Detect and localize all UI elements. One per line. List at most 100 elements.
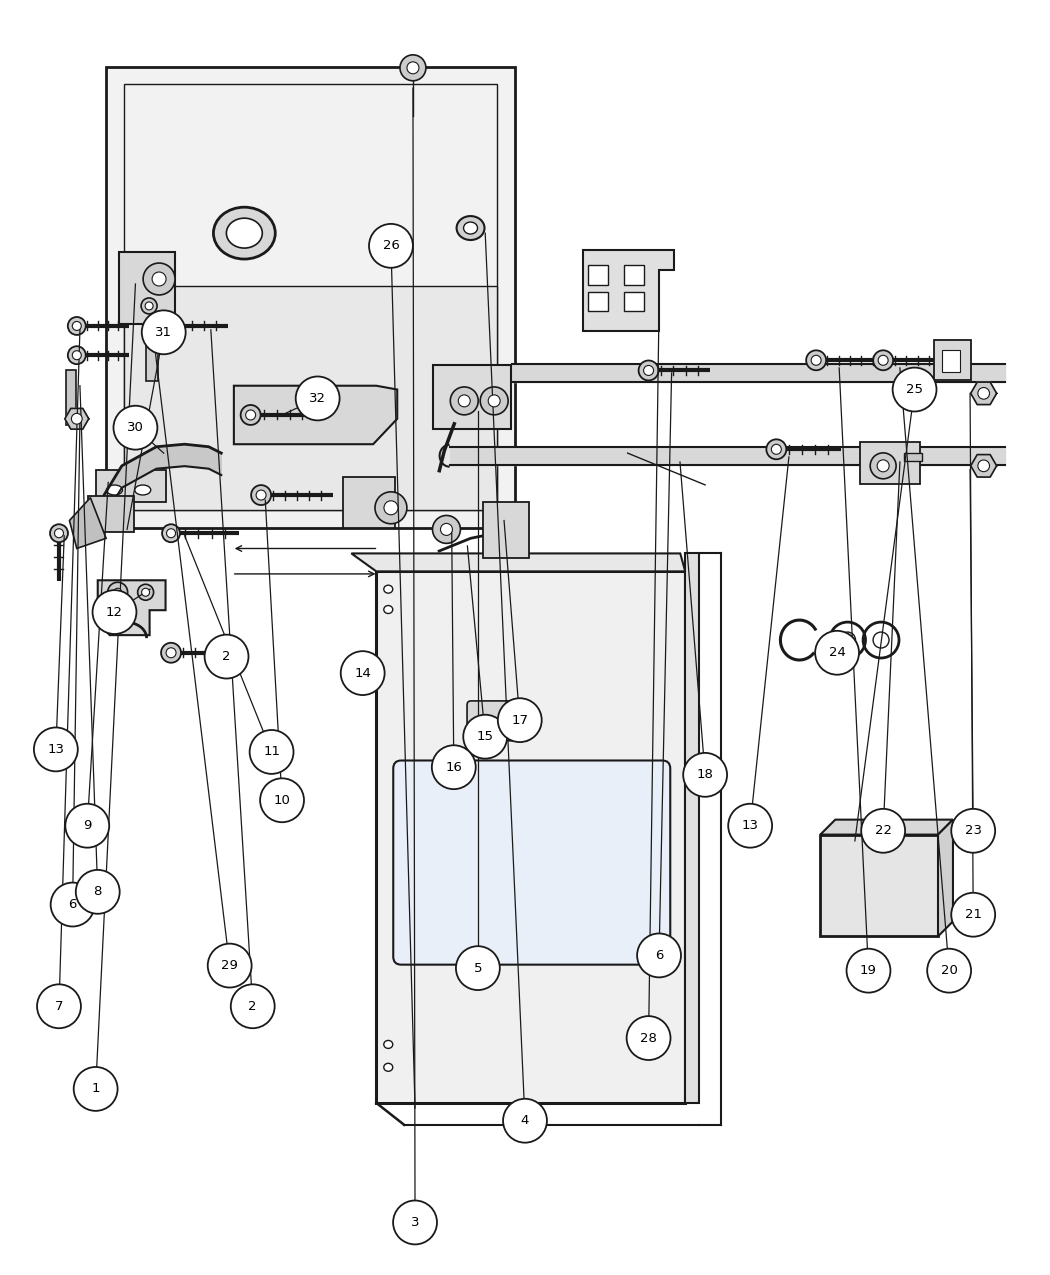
Ellipse shape [167,529,175,538]
Ellipse shape [638,361,658,380]
Circle shape [375,492,407,524]
Text: 1: 1 [91,1082,100,1095]
Text: 12: 12 [106,606,123,618]
Ellipse shape [166,648,176,658]
Text: 8: 8 [93,885,102,899]
Circle shape [71,413,82,425]
Circle shape [231,984,275,1028]
Circle shape [260,778,304,822]
Circle shape [951,892,995,937]
Text: 17: 17 [511,714,528,727]
Ellipse shape [227,218,262,249]
Ellipse shape [246,411,255,419]
Text: 9: 9 [83,820,91,833]
FancyBboxPatch shape [120,252,175,324]
Bar [942,351,960,372]
Bar [904,453,922,462]
Circle shape [432,746,476,789]
Circle shape [637,933,681,978]
Circle shape [627,1016,671,1060]
Circle shape [37,984,81,1028]
Circle shape [65,803,109,848]
Polygon shape [970,455,996,477]
Bar [625,292,645,311]
Text: 29: 29 [222,959,238,972]
Ellipse shape [383,585,393,593]
Text: 3: 3 [411,1216,419,1229]
Circle shape [498,699,542,742]
Ellipse shape [134,484,151,495]
Circle shape [450,386,478,414]
Circle shape [456,946,500,991]
Circle shape [488,395,500,407]
FancyBboxPatch shape [860,442,920,484]
Circle shape [138,584,153,601]
Text: 19: 19 [860,964,877,977]
Ellipse shape [55,529,63,538]
Text: 30: 30 [127,421,144,435]
Polygon shape [938,820,953,936]
Ellipse shape [68,347,86,365]
Bar [376,571,686,1103]
Circle shape [815,631,859,674]
Circle shape [393,1201,437,1244]
Circle shape [458,395,470,407]
Text: 4: 4 [521,1114,529,1127]
Circle shape [92,590,136,634]
Bar [588,292,608,311]
Ellipse shape [240,405,260,425]
Ellipse shape [251,484,271,505]
Circle shape [463,715,507,759]
Ellipse shape [463,222,478,235]
Ellipse shape [146,316,166,335]
Polygon shape [583,250,674,332]
Text: 6: 6 [68,898,77,912]
Circle shape [861,808,905,853]
Bar [66,371,77,426]
Circle shape [152,272,166,286]
Text: 13: 13 [47,743,64,756]
Circle shape [205,635,249,678]
Circle shape [145,302,153,310]
Ellipse shape [772,444,781,454]
FancyBboxPatch shape [933,340,971,380]
Bar [146,326,158,381]
Text: 18: 18 [697,769,714,782]
Circle shape [352,655,380,683]
Polygon shape [69,497,106,548]
Text: 21: 21 [965,908,982,922]
Circle shape [951,808,995,853]
Ellipse shape [383,1063,393,1071]
FancyBboxPatch shape [343,477,395,528]
Circle shape [250,731,294,774]
Ellipse shape [213,208,275,259]
Ellipse shape [162,524,180,542]
Circle shape [143,263,175,295]
Text: 31: 31 [155,326,172,339]
Ellipse shape [766,440,786,459]
FancyBboxPatch shape [96,470,166,502]
Circle shape [480,386,508,414]
Polygon shape [820,820,953,835]
Circle shape [296,376,339,421]
Bar [625,265,645,284]
Text: 14: 14 [354,667,371,680]
Circle shape [729,803,772,848]
Circle shape [208,944,252,988]
Ellipse shape [644,366,653,375]
Polygon shape [970,382,996,404]
Circle shape [341,652,384,695]
Circle shape [113,405,158,450]
Text: 25: 25 [906,382,923,397]
Circle shape [407,61,419,74]
FancyBboxPatch shape [483,502,529,558]
Circle shape [684,754,727,797]
Polygon shape [65,408,89,430]
Polygon shape [234,386,397,444]
Circle shape [359,662,373,676]
Polygon shape [352,553,686,571]
FancyBboxPatch shape [394,760,670,965]
Ellipse shape [383,606,393,613]
Polygon shape [104,444,222,518]
Text: 13: 13 [741,820,759,833]
